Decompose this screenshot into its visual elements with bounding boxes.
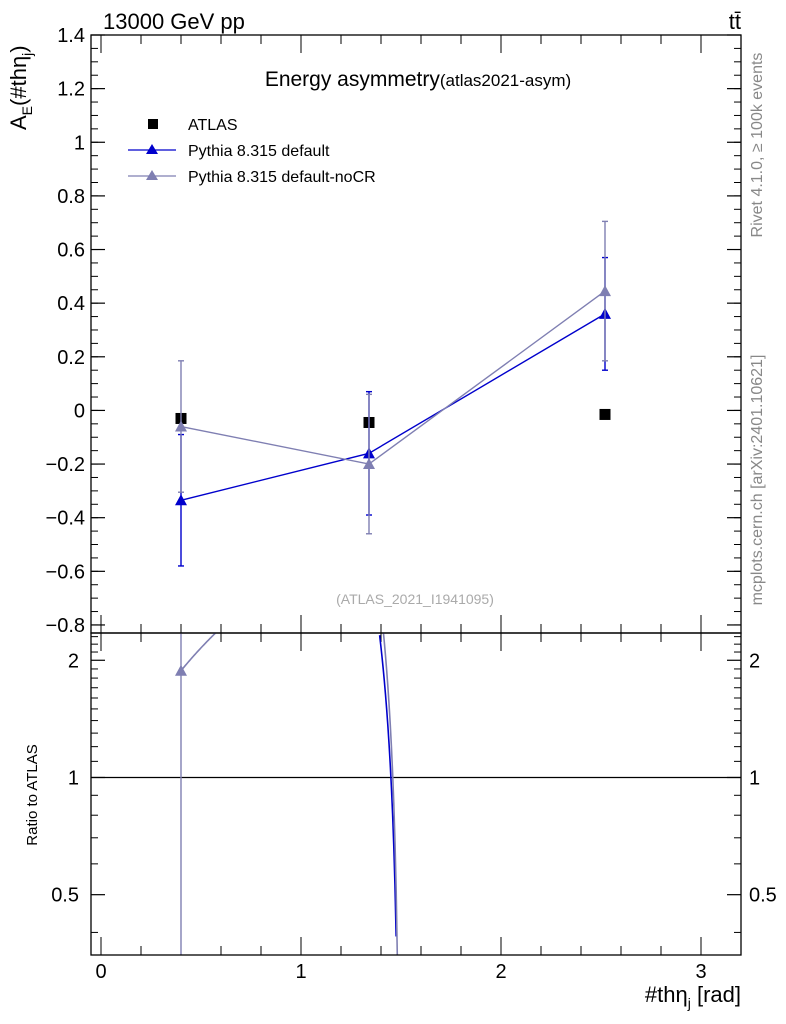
ratio-y-ticks: [91, 636, 741, 933]
ratio-y-tick-label: 1: [68, 767, 79, 789]
y-label-arg-sub: j: [19, 53, 35, 57]
data-point-pythia-8-315-default-nocr: [175, 420, 187, 432]
ratio-x-tick-labels: 0 1 2 3: [95, 961, 706, 983]
legend: ATLAS Pythia 8.315 default Pythia 8.315 …: [128, 117, 376, 186]
data-point-pythia-8-315-default: [175, 494, 187, 506]
ratio-y-tick-label-right: 1: [749, 767, 760, 789]
ratio-y-axis-label: Ratio to ATLAS: [24, 744, 41, 845]
ratio-line-pythia-8-315-default-nocr: [382, 633, 399, 955]
ratio-x-tick-label: 3: [695, 961, 706, 983]
ratio-point-pythia-8-315-default-nocr: [175, 664, 187, 676]
ratio-y-tick-label: 0.5: [51, 885, 79, 907]
series-line-pythia-8-315-default: [180, 313, 606, 501]
main-y-tick-label: 0.8: [57, 186, 85, 208]
main-y-tick-label: 0: [74, 400, 85, 422]
main-y-tick-label: 0.6: [57, 240, 85, 262]
ratio-y-tick-label-right: 2: [749, 650, 760, 672]
main-y-tick-label: 0.2: [57, 347, 85, 369]
legend-label-default: Pythia 8.315 default: [188, 143, 330, 160]
main-y-tick-label: −0.8: [46, 615, 85, 637]
ratio-y-tick-label: 2: [68, 650, 79, 672]
ratio-x-tick-label: 1: [295, 961, 306, 983]
chart-title-main: Energy asymmetry: [265, 68, 441, 91]
data-point-atlas: [599, 408, 611, 420]
y-label-close: ): [6, 45, 31, 52]
ratio-x-tick-label: 2: [495, 961, 506, 983]
x-label-sub: j: [687, 995, 691, 1011]
x-label-main: #thη: [645, 982, 688, 1007]
x-axis-label: #thηj [rad]: [645, 982, 741, 1011]
main-y-tick-label: 0.4: [57, 293, 85, 315]
ratio-x-ticks: [100, 633, 742, 955]
process-label: tt̄: [729, 9, 741, 34]
main-y-tick-label: 1.2: [57, 79, 85, 101]
series-line-pythia-8-315-default-nocr: [180, 290, 606, 465]
ratio-data-layer: [91, 633, 741, 955]
legend-label-nocr: Pythia 8.315 default-noCR: [188, 169, 376, 186]
main-y-tick-label: −0.2: [46, 454, 85, 476]
ratio-panel: 2 2 1 1 0.5 0.5 0 1 2 3 Ratio to ATLAS #thηj [ra…: [24, 632, 777, 1011]
ratio-frame: [90, 632, 742, 956]
ratio-y-tick-labels: 2 2 1 1 0.5 0.5: [51, 650, 777, 906]
ratio-line-pythia-8-315-default-nocr: [180, 633, 217, 672]
y-label-sub: E: [19, 106, 35, 115]
main-data-layer: [175, 220, 611, 567]
legend-marker-default: [146, 144, 158, 154]
main-y-tick-labels: 1.4 1.2 1 0.8 0.6 0.4 0.2 0 −0.2 −0.4 −0.6 −0.8: [46, 25, 85, 637]
rivet-version-label: Rivet 4.1.0, ≥ 100k events: [749, 53, 766, 238]
source-label: mcplots.cern.ch [arXiv:2401.10621]: [749, 355, 766, 606]
main-y-tick-label: −0.4: [46, 508, 85, 530]
y-label-main: A: [6, 115, 31, 130]
main-y-tick-label: 1: [74, 132, 85, 154]
legend-marker-nocr: [146, 170, 158, 180]
analysis-label: (ATLAS_2021_I1941095): [336, 591, 494, 607]
main-y-tick-label: 1.4: [57, 25, 85, 47]
main-panel: 1.4 1.2 1 0.8 0.6 0.4 0.2 0 −0.2 −0.4 −0.6 −0.8 Ene…: [6, 25, 742, 637]
main-y-axis-label: AE(#thηj): [6, 45, 35, 130]
data-point-pythia-8-315-default-nocr: [599, 285, 611, 297]
x-label-unit: [rad]: [691, 982, 741, 1007]
chart-title: Energy asymmetry(atlas2021-asym): [265, 68, 571, 91]
data-point-pythia-8-315-default-nocr: [363, 458, 375, 470]
ratio-x-tick-label: 0: [95, 961, 106, 983]
main-x-ticks: [100, 35, 742, 633]
main-y-tick-label: −0.6: [46, 561, 85, 583]
energy-label: 13000 GeV pp: [103, 9, 245, 34]
ratio-y-tick-label-right: 0.5: [749, 885, 777, 907]
legend-label-atlas: ATLAS: [188, 117, 238, 134]
chart-title-sub: (atlas2021-asym): [440, 71, 571, 90]
main-y-ticks: [91, 34, 741, 626]
ratio-line-pythia-8-315-default: [378, 635, 397, 937]
legend-marker-atlas: [148, 119, 158, 129]
y-label-arg: (#thη: [6, 56, 31, 106]
